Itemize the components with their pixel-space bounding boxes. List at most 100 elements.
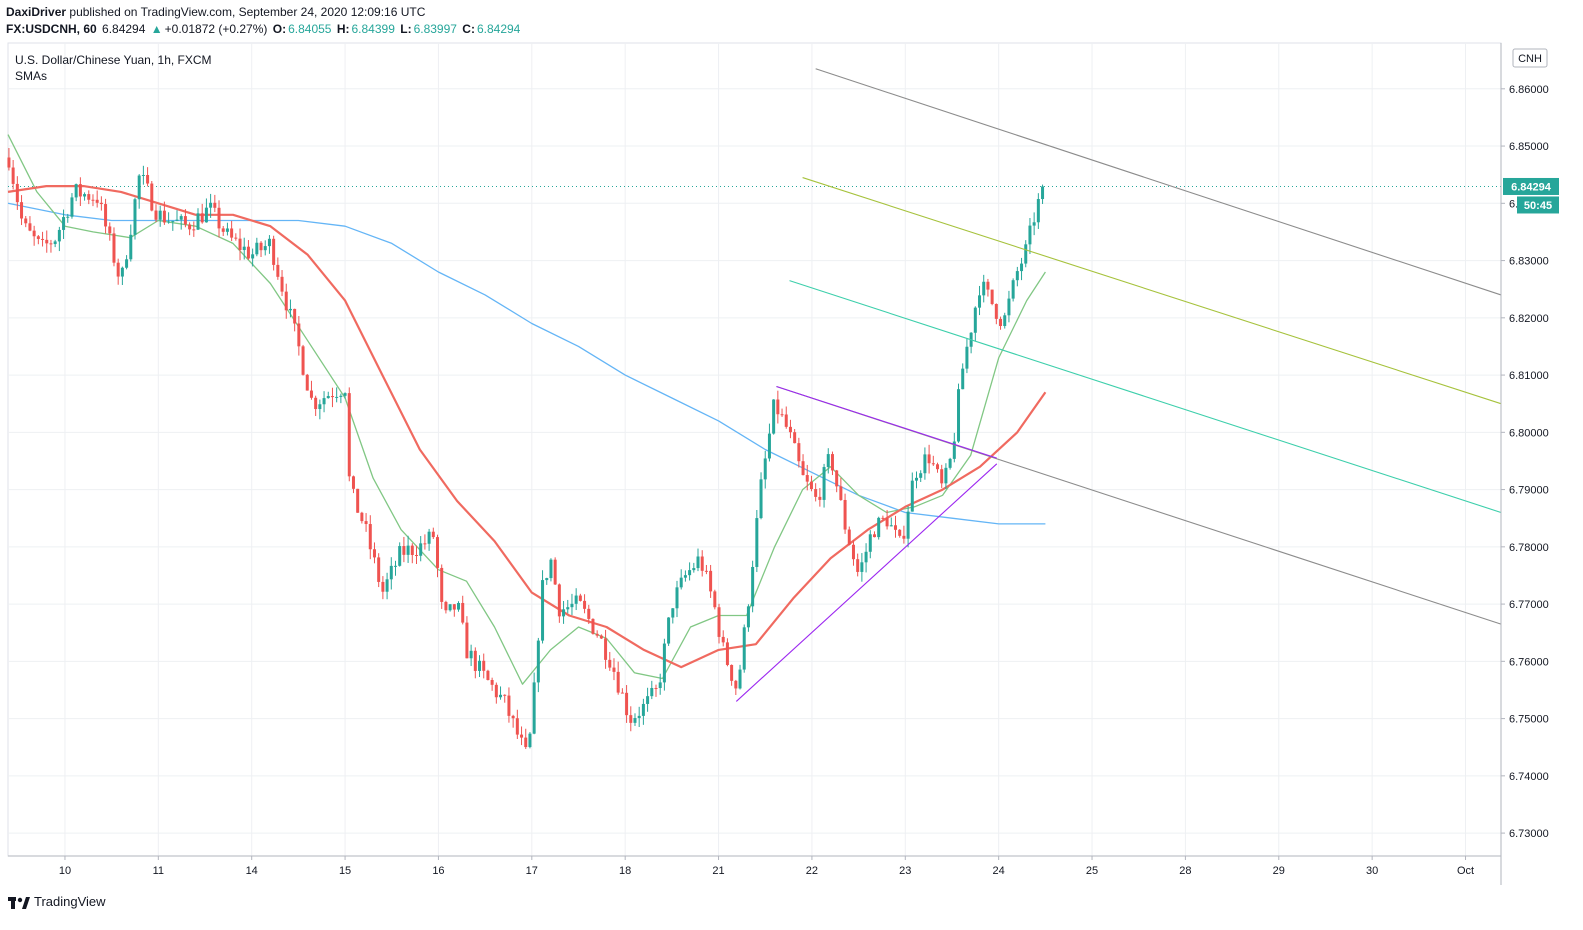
- channel-upper-mid-line[interactable]: [802, 177, 1502, 405]
- candle-body: [658, 682, 662, 689]
- candle-body: [919, 473, 923, 478]
- candle-body: [860, 562, 864, 572]
- candle-body: [62, 217, 66, 230]
- candle-body: [53, 241, 57, 245]
- y-tick-label: 6.75000: [1509, 714, 1549, 726]
- y-tick-label: 6.85000: [1509, 141, 1549, 153]
- candle-down: [902, 525, 906, 544]
- candle-body: [377, 557, 381, 582]
- candle-down: [872, 531, 876, 538]
- candle-body: [625, 692, 629, 716]
- candle-down: [734, 679, 738, 695]
- candle-body: [1024, 244, 1028, 264]
- candle-body: [906, 511, 910, 539]
- candle-up: [961, 363, 965, 390]
- currency-badge[interactable]: CNH: [1512, 48, 1548, 68]
- candle-down: [444, 600, 448, 614]
- candle-body: [469, 650, 473, 659]
- x-tick-label: 23: [899, 865, 911, 877]
- candle-down: [213, 194, 217, 213]
- candle-down: [347, 387, 351, 482]
- candle-up: [541, 570, 545, 644]
- candle-down: [104, 198, 108, 234]
- candle-up: [448, 604, 452, 612]
- candle-up: [419, 536, 423, 562]
- candle-body: [1036, 199, 1040, 223]
- candle-down: [612, 658, 616, 681]
- candle-body: [1020, 263, 1024, 272]
- y-tick-label: 6.80000: [1509, 427, 1549, 439]
- publisher-name[interactable]: DaxiDriver: [6, 5, 67, 19]
- candle-up: [650, 680, 654, 700]
- symbol-label[interactable]: FX:USDCNH, 60: [6, 22, 97, 36]
- candle-up: [549, 558, 553, 582]
- candle-body: [982, 281, 986, 296]
- candle-body: [494, 684, 498, 698]
- candle-body: [1007, 298, 1011, 316]
- candle-body: [704, 570, 708, 572]
- candle-body: [654, 687, 658, 689]
- triangle-top-line[interactable]: [776, 385, 997, 459]
- candle-body: [536, 640, 540, 683]
- candle-down: [24, 215, 28, 228]
- candle-body: [898, 529, 902, 536]
- channel-lower-mid-line[interactable]: [789, 280, 1502, 514]
- candle-body: [788, 426, 792, 433]
- candle-up: [528, 732, 532, 749]
- candle-body: [57, 229, 61, 242]
- candle-down: [183, 209, 187, 228]
- ohlc-bar: FX:USDCNH, 60 6.84294 ▲ +0.01872 (+0.27%)…: [6, 22, 522, 36]
- candle-body: [851, 544, 855, 560]
- candle-up: [74, 183, 78, 202]
- countdown-badge-value: 50:45: [1524, 200, 1552, 212]
- legend-indicator[interactable]: SMAs: [15, 69, 47, 83]
- candle-up: [923, 447, 927, 480]
- candle-body: [587, 608, 591, 619]
- candle-up: [662, 638, 666, 691]
- candle-body: [179, 216, 183, 220]
- time-axis[interactable]: 10 11 14 15 16 17 18 21 22 23 24 25 28 29 30 Oct: [59, 856, 1474, 877]
- candle-up: [242, 237, 246, 260]
- channel-upper-line[interactable]: [815, 68, 1502, 296]
- candle-down: [112, 227, 116, 267]
- candle-down: [503, 694, 507, 703]
- candle-body: [389, 565, 393, 580]
- candle-down: [625, 685, 629, 723]
- candle-body: [801, 461, 805, 476]
- candle-down: [32, 225, 36, 246]
- candle-body: [877, 517, 881, 538]
- x-tick-label: 10: [59, 865, 71, 877]
- tradingview-logo[interactable]: TradingView: [8, 894, 106, 909]
- candle-body: [95, 199, 99, 203]
- close-value: 6.84294: [476, 22, 521, 36]
- candle-body: [335, 396, 339, 398]
- candle-down: [553, 557, 557, 585]
- candle-down: [41, 231, 45, 247]
- candle-body: [683, 575, 687, 578]
- candle-up: [738, 664, 742, 690]
- candle-body: [961, 368, 965, 390]
- candle-body: [259, 242, 263, 251]
- x-tick-label: 28: [1179, 865, 1191, 877]
- candle-up: [83, 192, 87, 201]
- candle-body: [326, 396, 330, 399]
- candle-body: [591, 618, 595, 634]
- candle-body: [267, 238, 271, 247]
- candle-body: [746, 606, 750, 628]
- candle-body: [557, 584, 561, 617]
- candle-down: [436, 534, 440, 578]
- x-tick-label: 21: [712, 865, 724, 877]
- candle-down: [146, 167, 150, 187]
- candle-up: [696, 548, 700, 572]
- candle-body: [20, 202, 24, 219]
- candle-body: [322, 398, 326, 405]
- candle-body: [507, 695, 511, 716]
- candle-body: [990, 289, 994, 304]
- candle-body: [742, 627, 746, 670]
- triangle-bottom-line[interactable]: [735, 463, 998, 702]
- candle-down: [230, 220, 234, 242]
- candle-body: [108, 226, 112, 234]
- candle-body: [759, 479, 763, 519]
- candle-body: [599, 635, 603, 639]
